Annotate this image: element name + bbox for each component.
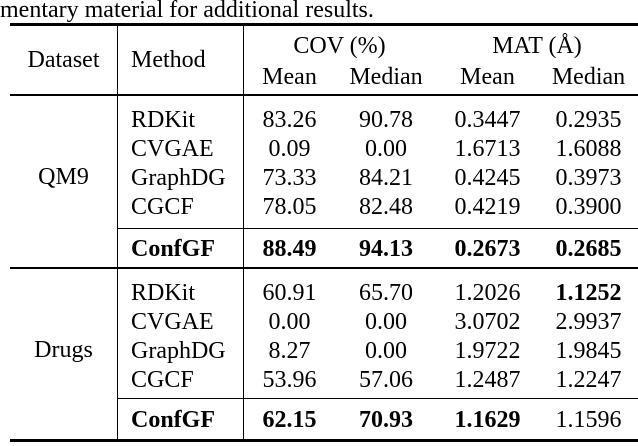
- header-mat-group: MAT (Å): [492, 32, 582, 59]
- dataset-label-qm9: QM9: [38, 163, 89, 190]
- method-cell: RDKit: [131, 279, 196, 306]
- mat-median-cell: 1.9845: [555, 337, 622, 364]
- mat-median-cell: 1.2247: [555, 366, 622, 393]
- table-rule-bottom: [10, 439, 638, 442]
- cov-mean-cell: 83.26: [262, 106, 317, 133]
- method-cell: RDKit: [131, 106, 196, 133]
- cov-mean-cell: 0.00: [268, 308, 311, 335]
- mat-median-cell: 2.9937: [555, 308, 622, 335]
- cov-median-cell: 94.13: [359, 235, 413, 262]
- header-cov-group: COV (%): [293, 32, 386, 59]
- method-cell: ConfGF: [131, 406, 215, 433]
- table-rule-top: [10, 23, 638, 26]
- mat-median-cell: 1.1252: [555, 279, 622, 306]
- table-row: RDKit 60.91 65.70 1.2026 1.1252: [10, 278, 638, 308]
- table-group-header-row: COV (%) MAT (Å): [10, 31, 638, 61]
- cov-median-cell: 90.78: [359, 106, 413, 133]
- cov-median-cell: 0.00: [365, 135, 407, 162]
- table-row-highlight: ConfGF 88.49 94.13 0.2673 0.2685: [10, 234, 638, 264]
- mat-mean-cell: 0.2673: [454, 235, 521, 262]
- table-row: CVGAE 0.09 0.00 1.6713 1.6088: [10, 134, 638, 164]
- mat-mean-cell: 1.6713: [454, 135, 521, 162]
- mat-median-cell: 0.2935: [555, 106, 622, 133]
- header-cov-median: Median: [349, 63, 423, 90]
- cov-median-cell: 84.21: [359, 164, 413, 191]
- dataset-label-drugs: Drugs: [34, 336, 93, 363]
- table-row: CGCF 53.96 57.06 1.2487 1.2247: [10, 365, 638, 395]
- header-mat-median: Median: [551, 63, 626, 90]
- mat-mean-cell: 1.2487: [454, 366, 521, 393]
- method-cell: GraphDG: [131, 164, 226, 191]
- mat-median-cell: 0.2685: [555, 235, 622, 262]
- table-row: GraphDG 8.27 0.00 1.9722 1.9845: [10, 336, 638, 366]
- mat-mean-cell: 0.4219: [454, 193, 521, 220]
- table-rule-mid: [10, 267, 638, 269]
- cov-median-cell: 57.06: [359, 366, 413, 393]
- mat-mean-cell: 0.3447: [454, 106, 521, 133]
- method-cell: CGCF: [131, 366, 194, 393]
- cov-mean-cell: 0.09: [268, 135, 311, 162]
- header-mat-mean: Mean: [460, 63, 515, 90]
- mat-mean-cell: 0.4245: [454, 164, 521, 191]
- header-dataset: Dataset: [27, 46, 100, 73]
- cov-median-cell: 0.00: [365, 308, 407, 335]
- method-cell: ConfGF: [131, 235, 215, 262]
- table-subheader-row: Mean Median Mean Median: [10, 62, 638, 92]
- cov-mean-cell: 60.91: [262, 279, 317, 306]
- cov-median-cell: 82.48: [359, 193, 413, 220]
- header-cov-mean: Mean: [262, 63, 317, 90]
- table-row: CVGAE 0.00 0.00 3.0702 2.9937: [10, 307, 638, 337]
- method-cell: CGCF: [131, 193, 194, 220]
- cov-mean-cell: 78.05: [262, 193, 317, 220]
- table-row: RDKit 83.26 90.78 0.3447 0.2935: [10, 105, 638, 135]
- mat-mean-cell: 1.1629: [454, 406, 521, 433]
- mat-median-cell: 1.6088: [555, 135, 622, 162]
- table-vrule-dataset: [117, 25, 119, 439]
- method-cell: CVGAE: [131, 308, 214, 335]
- table-vrule-method: [243, 25, 245, 439]
- cov-mean-cell: 62.15: [262, 406, 317, 433]
- mat-median-cell: 0.3973: [555, 164, 622, 191]
- cov-median-cell: 65.70: [359, 279, 413, 306]
- table-header-row: Dataset Method: [10, 26, 638, 94]
- mat-median-cell: 1.1596: [555, 406, 622, 433]
- cov-mean-cell: 88.49: [262, 235, 317, 262]
- cov-mean-cell: 73.33: [262, 164, 317, 191]
- table-rule-cmid-drugs: [117, 398, 638, 400]
- method-cell: CVGAE: [131, 135, 214, 162]
- table-row: CGCF 78.05 82.48 0.4219 0.3900: [10, 192, 638, 222]
- cov-mean-cell: 8.27: [268, 337, 311, 364]
- figure-caption: mentary material for additional results.: [0, 0, 374, 23]
- table-row: GraphDG 73.33 84.21 0.4245 0.3973: [10, 163, 638, 193]
- mat-mean-cell: 1.9722: [454, 337, 521, 364]
- table-rule-cmid-qm9: [117, 228, 638, 230]
- mat-mean-cell: 1.2026: [454, 279, 521, 306]
- table-rule-header: [10, 94, 638, 96]
- method-cell: GraphDG: [131, 337, 226, 364]
- header-method: Method: [131, 46, 206, 73]
- cov-mean-cell: 53.96: [262, 366, 317, 393]
- mat-mean-cell: 3.0702: [454, 308, 521, 335]
- cov-median-cell: 0.00: [365, 337, 407, 364]
- cov-median-cell: 70.93: [359, 406, 413, 433]
- table-row-highlight: ConfGF 62.15 70.93 1.1629 1.1596: [10, 405, 638, 435]
- mat-median-cell: 0.3900: [555, 193, 622, 220]
